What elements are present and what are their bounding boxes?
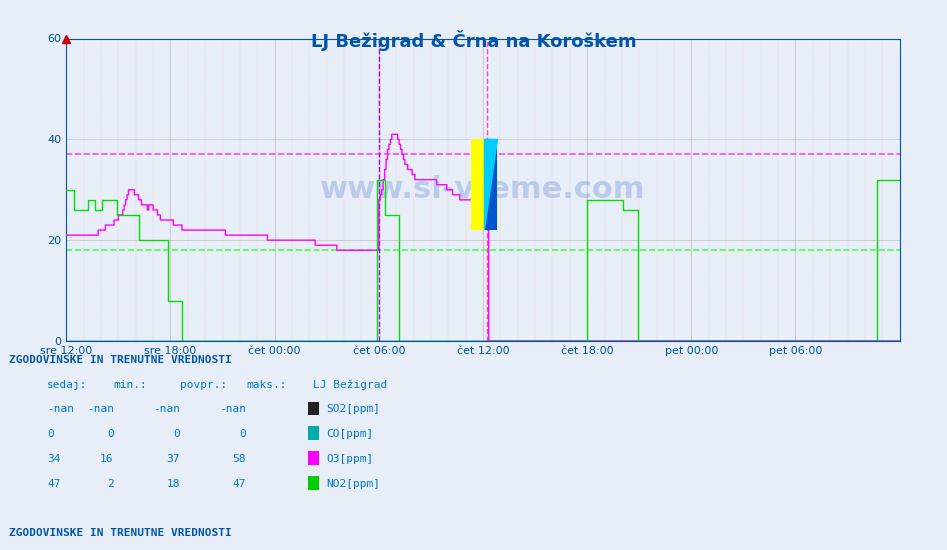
Text: 0: 0	[173, 429, 180, 439]
Text: LJ Bežigrad & Črna na Koroškem: LJ Bežigrad & Črna na Koroškem	[311, 30, 636, 51]
Text: sedaj:: sedaj:	[47, 379, 88, 390]
Text: povpr.:: povpr.:	[180, 379, 227, 390]
Text: LJ Bežigrad: LJ Bežigrad	[313, 379, 386, 390]
Text: 0: 0	[240, 429, 246, 439]
Text: -nan: -nan	[219, 404, 246, 415]
Text: 0: 0	[107, 429, 114, 439]
Text: 47: 47	[47, 478, 61, 489]
Text: NO2[ppm]: NO2[ppm]	[327, 478, 381, 489]
Text: 18: 18	[167, 478, 180, 489]
Text: min.:: min.:	[114, 379, 148, 390]
Text: 34: 34	[47, 454, 61, 464]
Text: -nan: -nan	[86, 404, 114, 415]
Text: O3[ppm]: O3[ppm]	[327, 454, 374, 464]
Text: 47: 47	[233, 478, 246, 489]
Text: 37: 37	[167, 454, 180, 464]
Text: -nan: -nan	[152, 404, 180, 415]
Text: CO[ppm]: CO[ppm]	[327, 429, 374, 439]
Text: www.si-vreme.com: www.si-vreme.com	[320, 175, 646, 204]
Text: -nan: -nan	[47, 404, 75, 415]
Text: 16: 16	[100, 454, 114, 464]
Text: SO2[ppm]: SO2[ppm]	[327, 404, 381, 415]
Text: 58: 58	[233, 454, 246, 464]
Text: ZGODOVINSKE IN TRENUTNE VREDNOSTI: ZGODOVINSKE IN TRENUTNE VREDNOSTI	[9, 355, 232, 365]
Bar	[472, 139, 485, 230]
Text: 2: 2	[107, 478, 114, 489]
Text: maks.:: maks.:	[246, 379, 287, 390]
Text: 0: 0	[47, 429, 54, 439]
Bar	[485, 139, 497, 230]
Polygon shape	[485, 139, 497, 230]
Text: ZGODOVINSKE IN TRENUTNE VREDNOSTI: ZGODOVINSKE IN TRENUTNE VREDNOSTI	[9, 528, 232, 538]
